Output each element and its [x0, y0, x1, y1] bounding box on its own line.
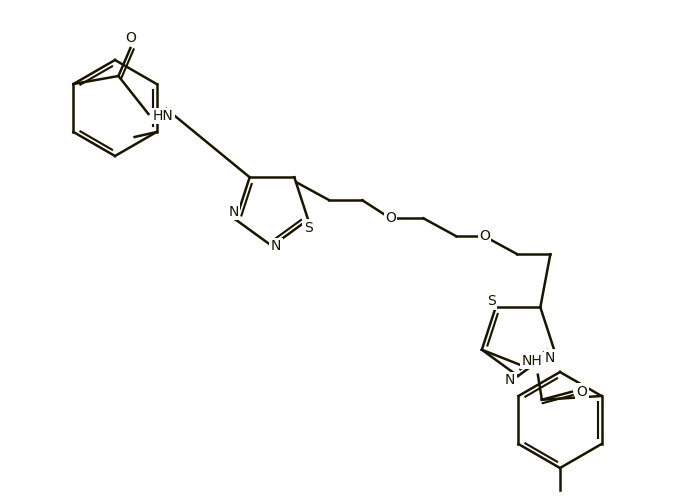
Text: O: O	[576, 385, 587, 399]
Text: S: S	[304, 221, 313, 235]
Text: O: O	[479, 229, 490, 243]
Text: HN: HN	[152, 109, 173, 123]
Text: N: N	[228, 205, 239, 219]
Text: N: N	[271, 239, 281, 253]
Text: NH: NH	[522, 354, 543, 368]
Text: N: N	[545, 351, 555, 365]
Text: O: O	[125, 31, 136, 45]
Text: O: O	[385, 211, 396, 225]
Text: N: N	[505, 373, 515, 387]
Text: S: S	[487, 294, 496, 308]
